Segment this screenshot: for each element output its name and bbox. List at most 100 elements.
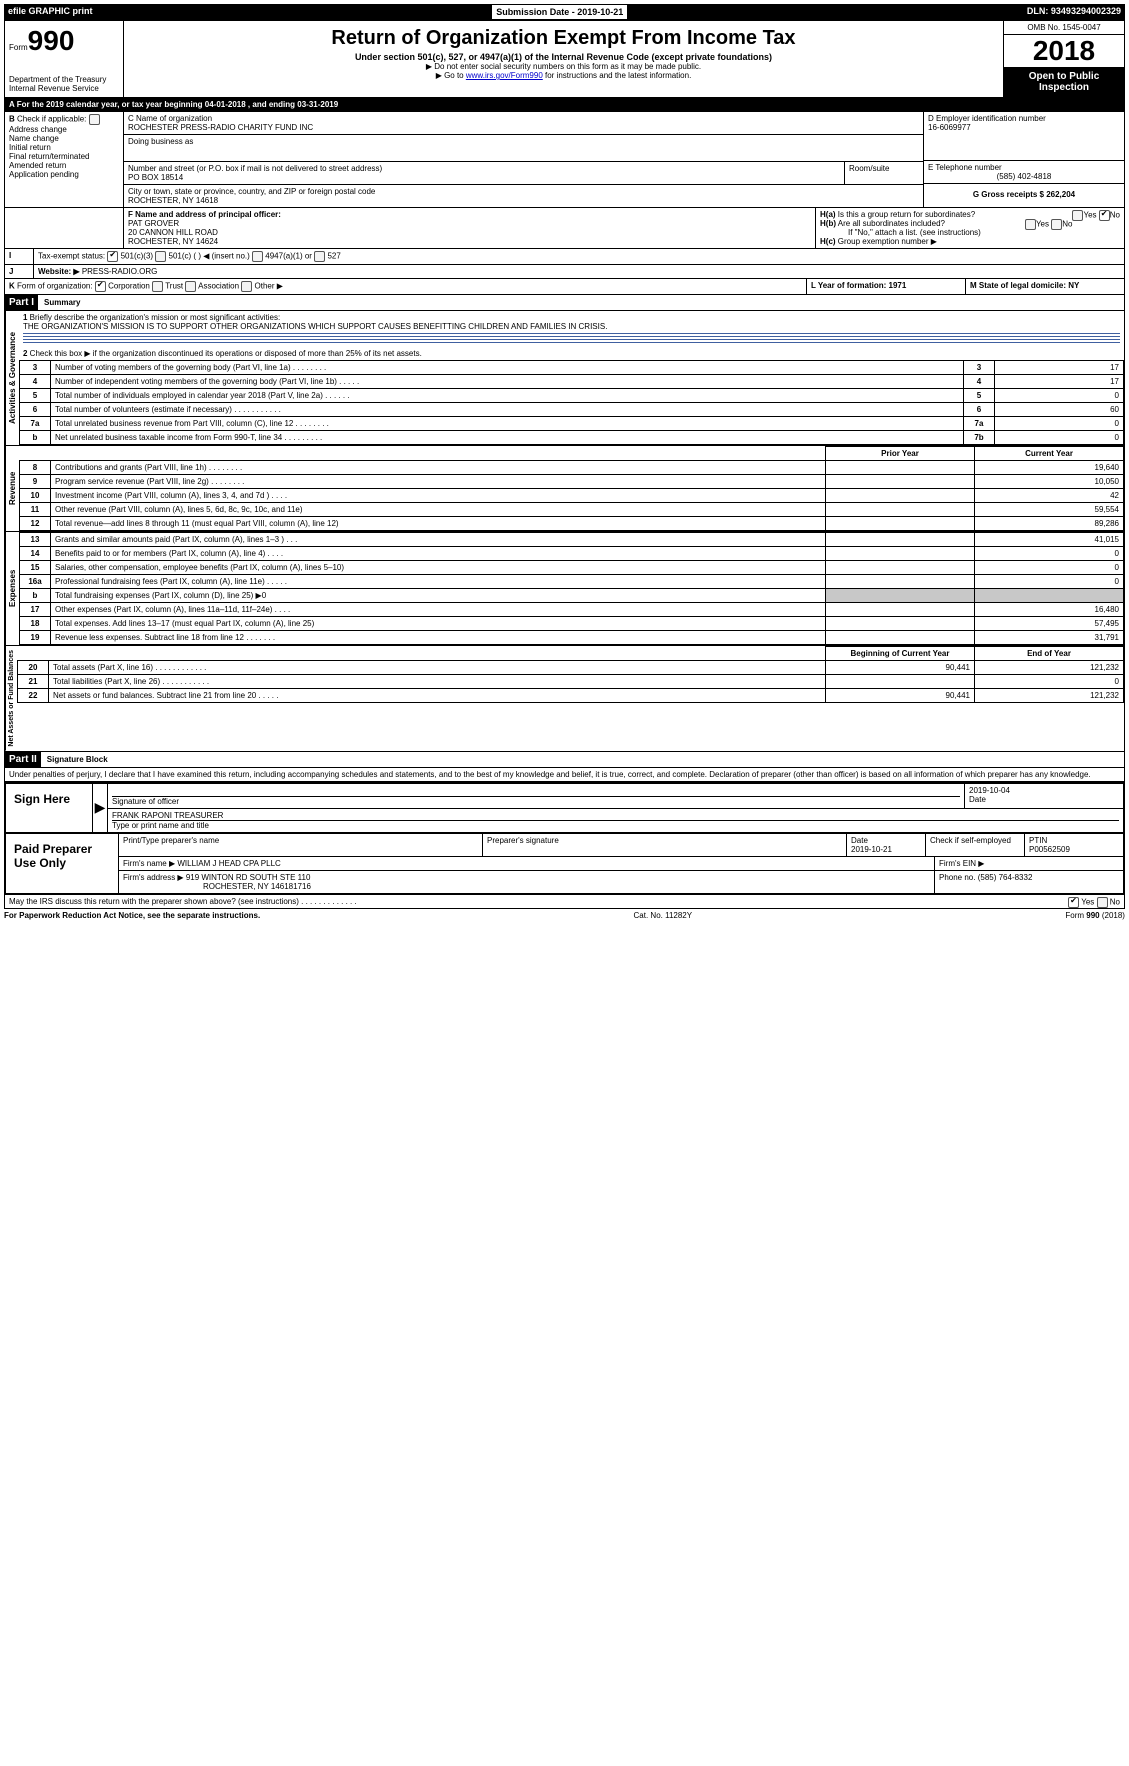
i-501c-cb[interactable] — [155, 251, 166, 262]
line-no: 9 — [20, 475, 51, 489]
i-527-cb[interactable] — [314, 251, 325, 262]
ha-yes-cb[interactable] — [1072, 210, 1083, 221]
line-desc: Total unrelated business revenue from Pa… — [51, 417, 964, 431]
prior-year-val — [826, 561, 975, 575]
line-desc: Other revenue (Part VIII, column (A), li… — [51, 503, 826, 517]
page-footer: For Paperwork Reduction Act Notice, see … — [4, 909, 1125, 920]
type-name-label: Type or print name and title — [112, 821, 1119, 830]
checkbox-applicable[interactable] — [89, 114, 100, 125]
ha-no-cb[interactable] — [1099, 210, 1110, 221]
governance-table: 3 Number of voting members of the govern… — [19, 360, 1124, 445]
prior-year-val — [826, 589, 975, 603]
section-revenue: Revenue — [5, 446, 19, 531]
form-prefix: Form — [9, 43, 28, 52]
current-year-val: 121,232 — [975, 661, 1124, 675]
k-corp-cb[interactable] — [95, 281, 106, 292]
line-val: 17 — [995, 361, 1124, 375]
tax-year: 2018 — [1004, 35, 1124, 67]
line-val: 0 — [995, 417, 1124, 431]
current-year-val: 0 — [975, 575, 1124, 589]
firm-name-label: Firm's name ▶ — [123, 859, 175, 868]
line-no: 13 — [20, 533, 51, 547]
paid-preparer-block: Paid Preparer Use Only Print/Type prepar… — [4, 834, 1125, 895]
current-year-val: 0 — [975, 675, 1124, 689]
line-no: 8 — [20, 461, 51, 475]
line-no: 11 — [20, 503, 51, 517]
line-no: 15 — [20, 561, 51, 575]
form-header: Form990 Department of the Treasury Inter… — [4, 20, 1125, 98]
current-year-val: 42 — [975, 489, 1124, 503]
paid-preparer-label: Paid Preparer Use Only — [6, 834, 119, 893]
k-trust-cb[interactable] — [152, 281, 163, 292]
line-desc: Total number of individuals employed in … — [51, 389, 964, 403]
street-label: Number and street (or P.O. box if mail i… — [128, 164, 840, 173]
section-governance: Activities & Governance — [5, 311, 19, 445]
irs-link[interactable]: www.irs.gov/Form990 — [466, 71, 543, 80]
footer-right: Form 990 (2018) — [1065, 911, 1125, 920]
line-val: 17 — [995, 375, 1124, 389]
line-no: 14 — [20, 547, 51, 561]
sign-arrow-icon: ▶ — [93, 784, 108, 832]
box-e-label: E Telephone number — [928, 163, 1120, 172]
room-label: Room/suite — [849, 164, 919, 173]
k-other-cb[interactable] — [241, 281, 252, 292]
discuss-yes-cb[interactable] — [1068, 897, 1079, 908]
line-desc: Other expenses (Part IX, column (A), lin… — [51, 603, 826, 617]
i-501c3-cb[interactable] — [107, 251, 118, 262]
col-prior: Beginning of Current Year — [826, 647, 975, 661]
form-title: Return of Organization Exempt From Incom… — [128, 27, 999, 50]
ha-yes: Yes — [1083, 211, 1096, 220]
hb-no-cb[interactable] — [1051, 219, 1062, 230]
current-year-val: 10,050 — [975, 475, 1124, 489]
box-c-label: C Name of organization — [128, 114, 919, 123]
box-m: M State of legal domicile: NY — [970, 281, 1079, 290]
expenses-table: 13 Grants and similar amounts paid (Part… — [19, 532, 1124, 645]
check-self-employed: Check if self-employed — [926, 834, 1025, 856]
officer-street: 20 CANNON HILL ROAD — [128, 228, 811, 237]
sign-here-label: Sign Here — [6, 784, 93, 832]
k-other: Other ▶ — [255, 282, 283, 291]
line-no: 18 — [20, 617, 51, 631]
discuss-no-cb[interactable] — [1097, 897, 1108, 908]
line-desc: Salaries, other compensation, employee b… — [51, 561, 826, 575]
current-year-val: 121,232 — [975, 689, 1124, 703]
line-desc: Total revenue—add lines 8 through 11 (mu… — [51, 517, 826, 531]
ptin-label: PTIN — [1029, 836, 1047, 845]
hb-yes-cb[interactable] — [1025, 219, 1036, 230]
part1-header: Part I — [5, 295, 38, 310]
line-box: 7a — [964, 417, 995, 431]
prior-year-val — [826, 603, 975, 617]
form-number: 990 — [28, 25, 75, 56]
ein-value: 16-6069977 — [928, 123, 1120, 132]
i-501c3: 501(c)(3) — [121, 252, 153, 261]
prior-year-val — [826, 675, 975, 689]
box-j-label: Website: ▶ — [38, 267, 80, 276]
b-name-change: Name change — [9, 134, 119, 143]
i-4947-cb[interactable] — [252, 251, 263, 262]
line-val: 60 — [995, 403, 1124, 417]
line-no: 21 — [18, 675, 49, 689]
line-desc: Total liabilities (Part X, line 26) . . … — [49, 675, 826, 689]
line-a-label: A — [9, 100, 17, 109]
website-value: PRESS-RADIO.ORG — [82, 267, 158, 276]
hb-yes: Yes — [1036, 220, 1049, 229]
line-desc: Investment income (Part VIII, column (A)… — [51, 489, 826, 503]
dept-treasury: Department of the Treasury — [9, 75, 119, 84]
k-assoc-cb[interactable] — [185, 281, 196, 292]
perjury-statement: Under penalties of perjury, I declare th… — [4, 768, 1125, 782]
ha-no: No — [1110, 211, 1120, 220]
section-expenses: Expenses — [5, 532, 19, 645]
b-amended: Amended return — [9, 161, 119, 170]
line-no: 4 — [20, 375, 51, 389]
line-box: 7b — [964, 431, 995, 445]
line-no: b — [20, 431, 51, 445]
h-b-label: Are all subordinates included? — [838, 219, 945, 228]
officer-printed-name: FRANK RAPONI TREASURER — [112, 811, 1119, 821]
prior-year-val — [826, 503, 975, 517]
i-4947: 4947(a)(1) or — [265, 252, 312, 261]
current-year-val: 0 — [975, 547, 1124, 561]
mission-text: THE ORGANIZATION'S MISSION IS TO SUPPORT… — [23, 322, 607, 331]
i-527: 527 — [327, 252, 340, 261]
ptin-value: P00562509 — [1029, 845, 1070, 854]
line-box: 6 — [964, 403, 995, 417]
